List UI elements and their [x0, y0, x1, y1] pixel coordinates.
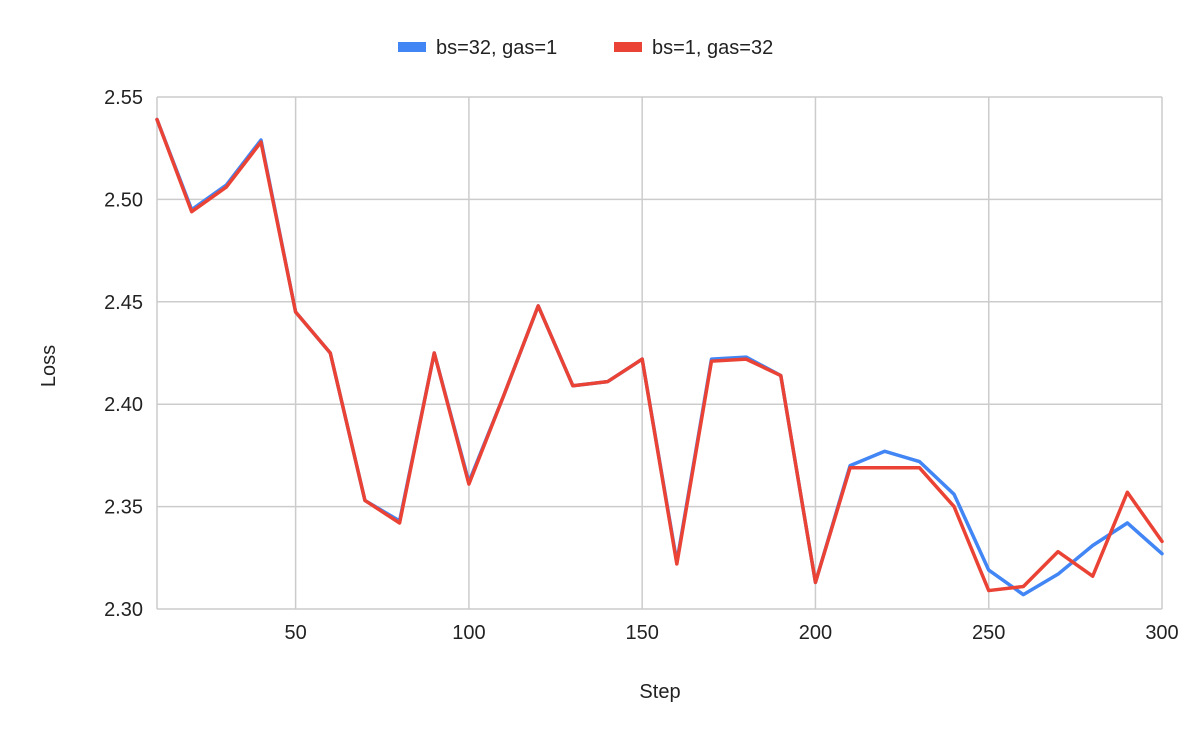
- y-tick-labels: 2.30 2.35 2.40 2.45 2.50 2.55: [104, 87, 143, 621]
- x-tick-label: 200: [799, 622, 832, 644]
- x-tick-label: 150: [625, 622, 658, 644]
- y-tick-label: 2.45: [104, 292, 143, 314]
- x-tick-label: 100: [452, 622, 485, 644]
- grid-lines: [156, 96, 1163, 610]
- legend-item-series-2: bs=1, gas=32: [614, 37, 773, 59]
- series-lines: [155, 117, 1164, 597]
- x-tick-labels: 50 100 150 200 250 300: [284, 622, 1178, 644]
- legend-item-series-1: bs=32, gas=1: [398, 37, 557, 59]
- legend-label-series-2: bs=1, gas=32: [652, 37, 773, 59]
- legend-swatch-series-1: [398, 42, 426, 52]
- legend-swatch-series-2: [614, 42, 642, 52]
- x-tick-label: 250: [972, 622, 1005, 644]
- x-tick-label: 50: [284, 622, 306, 644]
- series-line-1: [155, 117, 1164, 597]
- y-tick-label: 2.50: [104, 189, 143, 211]
- y-tick-label: 2.35: [104, 497, 143, 519]
- y-axis-title: Loss: [38, 345, 60, 387]
- y-tick-label: 2.55: [104, 87, 143, 109]
- series-line-2: [155, 117, 1164, 593]
- x-tick-label: 300: [1145, 622, 1178, 644]
- legend: bs=32, gas=1 bs=1, gas=32: [398, 37, 773, 59]
- legend-label-series-1: bs=32, gas=1: [436, 37, 557, 59]
- x-axis-title: Step: [639, 681, 680, 703]
- y-tick-label: 2.30: [104, 599, 143, 621]
- y-tick-label: 2.40: [104, 394, 143, 416]
